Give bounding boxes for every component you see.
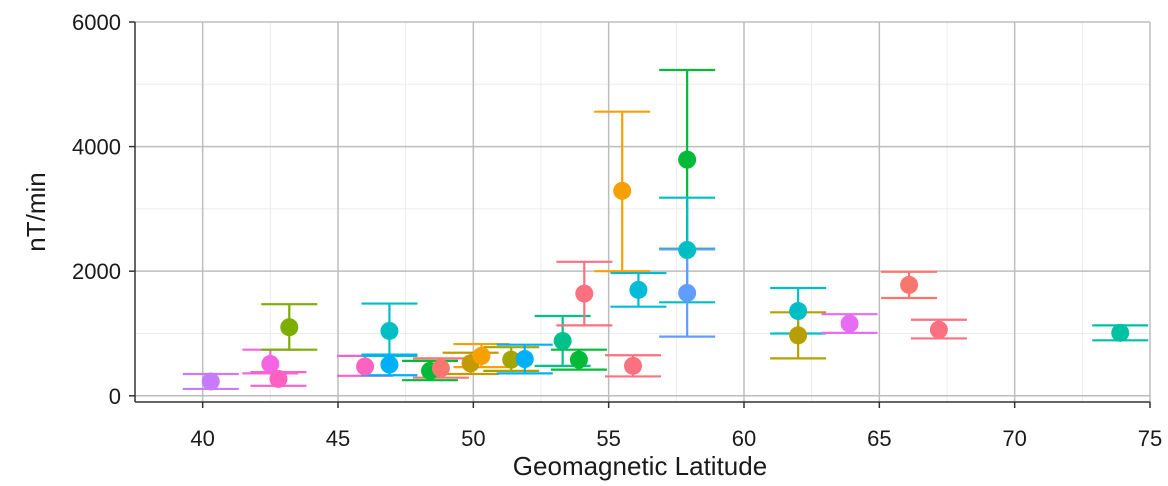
data-point [472,346,491,365]
data-point [624,356,643,375]
data-point [380,321,399,340]
x-axis-title: Geomagnetic Latitude [513,451,767,481]
data-point [553,331,572,350]
data-point [280,318,299,337]
y-tick-label: 0 [109,384,121,409]
data-point [569,350,588,369]
data-point [431,359,450,378]
data-point [789,326,808,345]
data-point [515,350,534,369]
plot-panel [135,22,1150,402]
data-point [678,283,697,302]
data-point [678,241,697,259]
y-tick-label: 4000 [72,135,121,160]
data-point [201,372,220,391]
axis-ticks [129,21,1151,408]
data-point [678,150,697,169]
data-point [929,320,948,339]
x-tick-label: 40 [190,426,214,451]
data-point [900,275,919,294]
data-point [1111,323,1130,342]
x-tick-label: 50 [461,426,485,451]
data-point [840,314,859,333]
data-point [789,302,808,321]
tick-labels: 40 45 50 55 60 65 70 75 0 2000 4000 6000 [72,10,1162,451]
x-tick-label: 65 [867,426,891,451]
data-point [502,350,521,369]
y-tick-label: 2000 [72,259,121,284]
x-tick-label: 75 [1138,426,1162,451]
data-point [269,369,288,388]
data-point [380,355,399,374]
x-tick-label: 55 [596,426,620,451]
data-point [629,280,648,299]
x-tick-label: 45 [326,426,350,451]
y-tick-label: 6000 [72,10,121,35]
data-point [613,181,632,200]
x-tick-label: 60 [732,426,756,451]
x-tick-label: 70 [1002,426,1026,451]
data-point [575,284,594,303]
y-axis-title: nT/min [21,172,51,251]
data-point [356,357,375,376]
data-point [261,355,280,373]
data-points [201,150,1130,391]
grid-lines [135,21,1151,402]
